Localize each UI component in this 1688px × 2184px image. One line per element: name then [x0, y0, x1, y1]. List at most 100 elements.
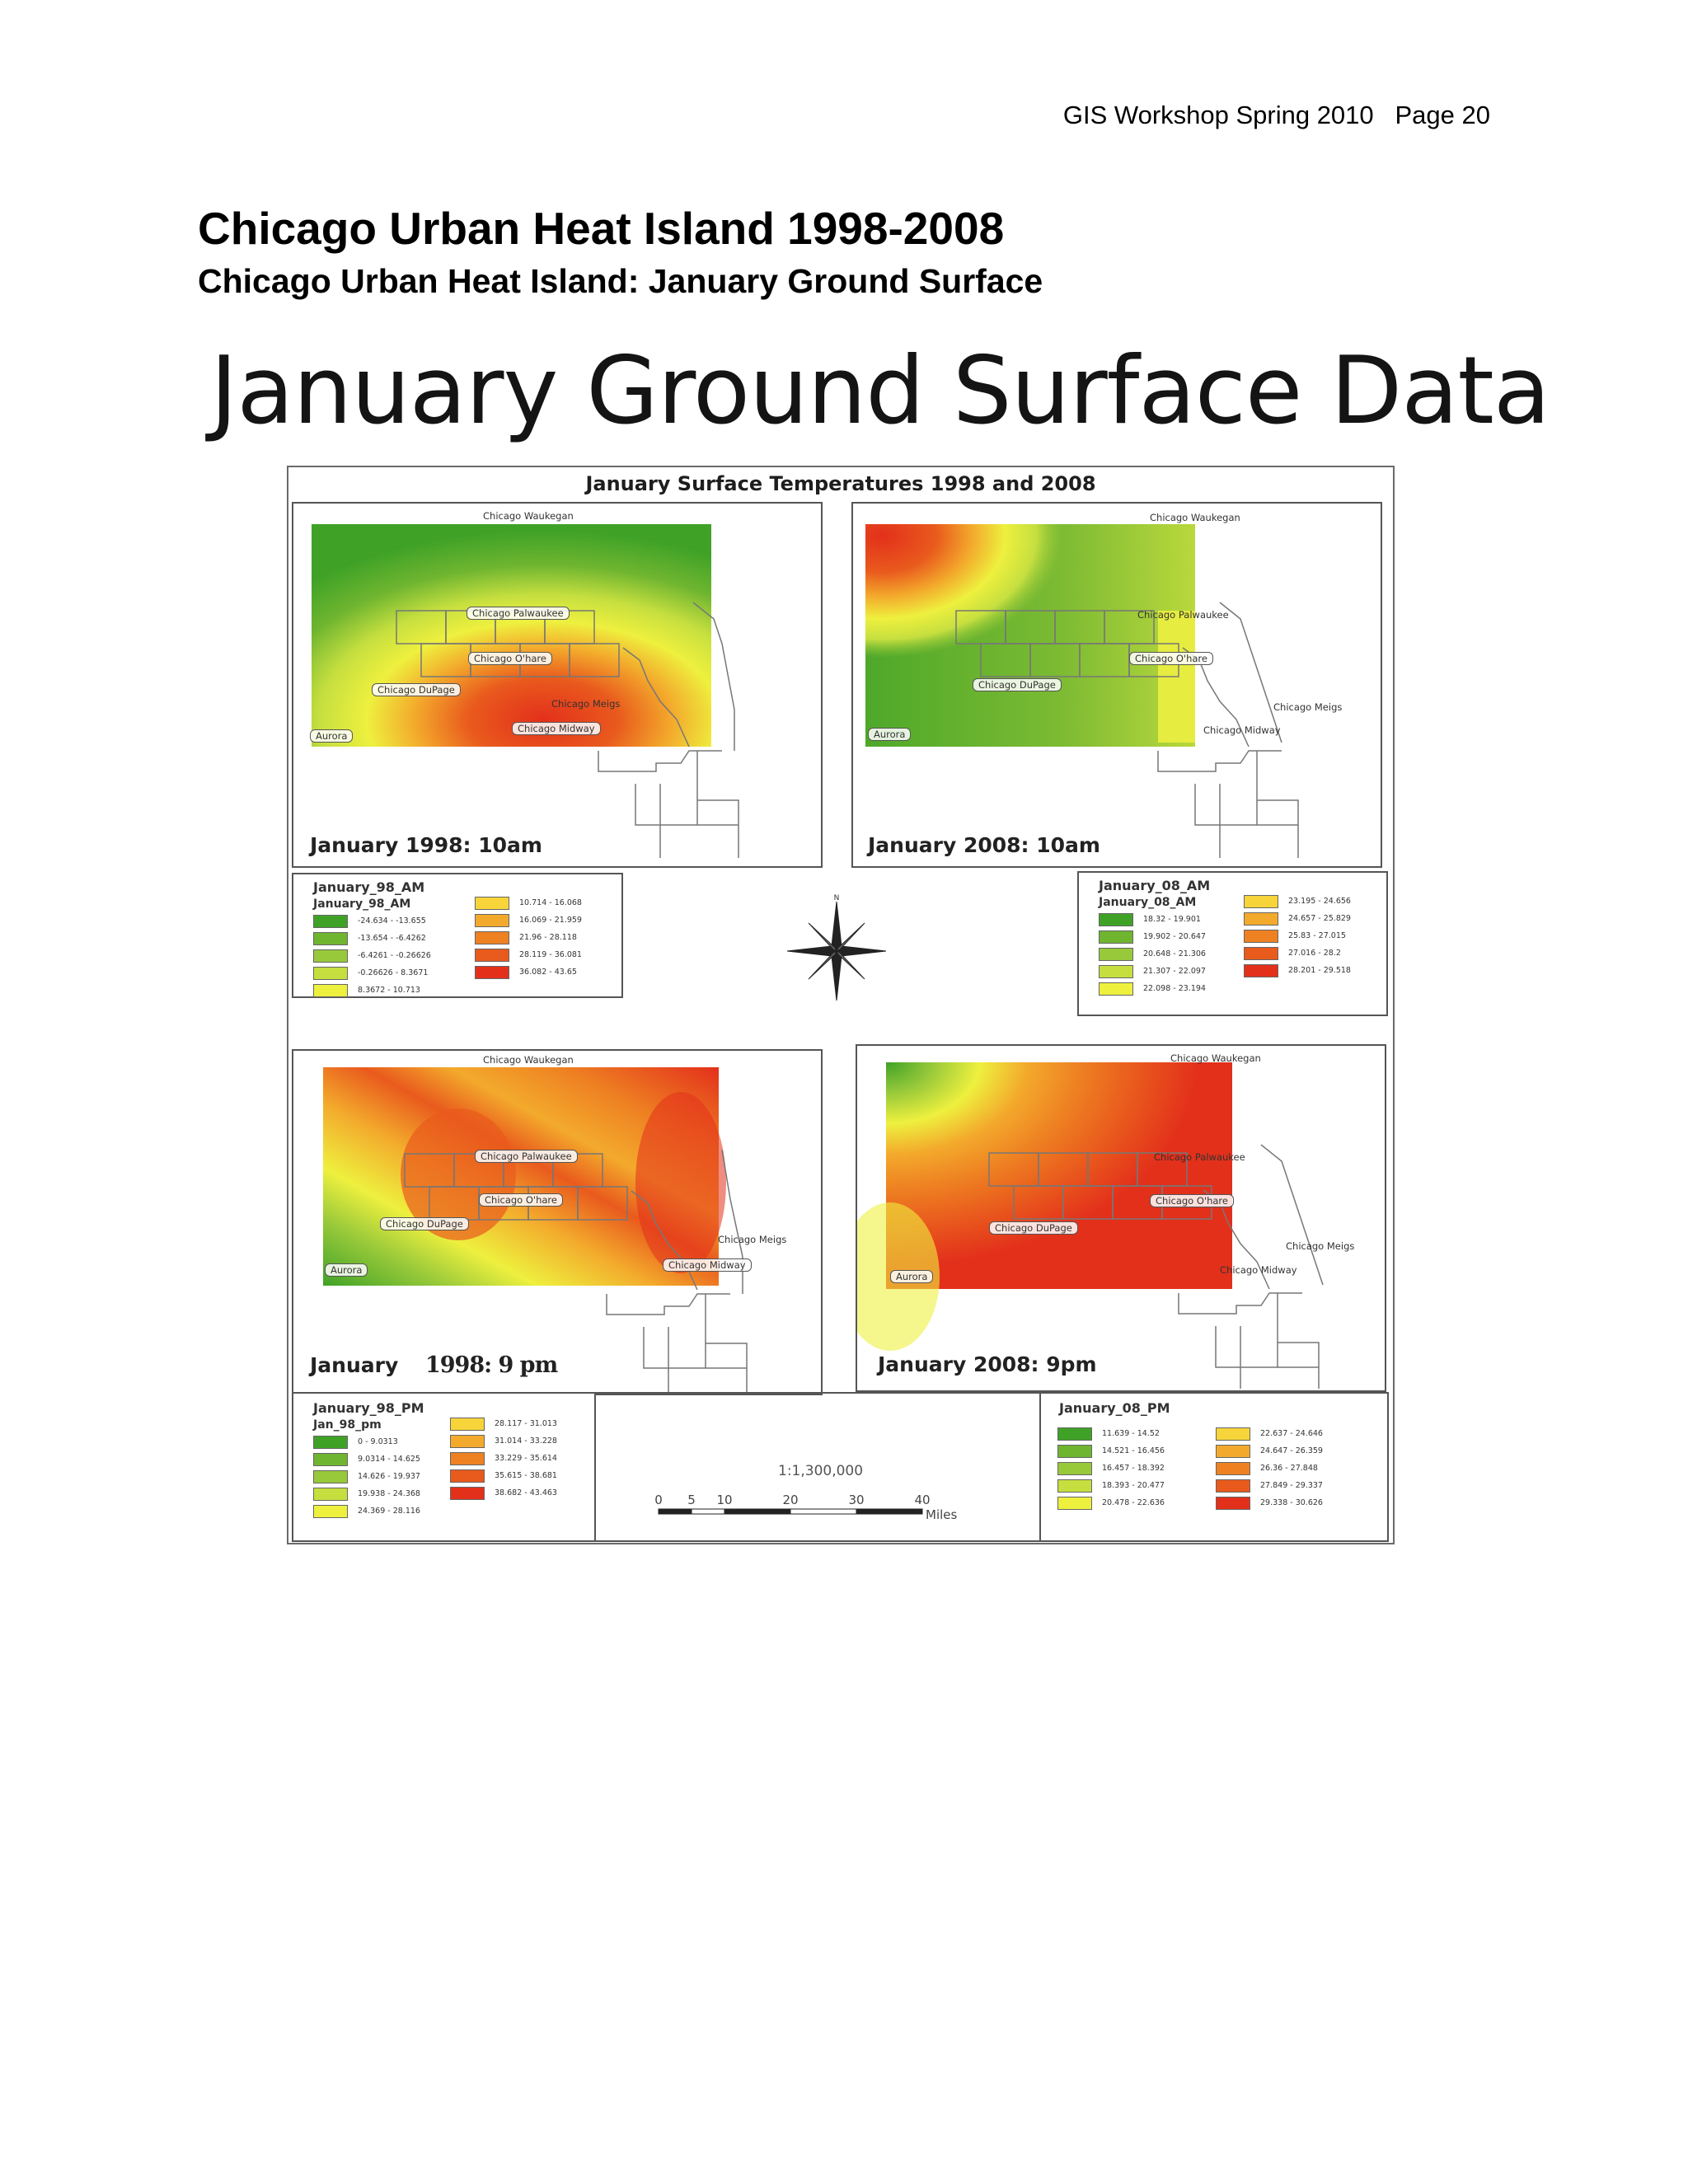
place-label-waukegan: Chicago Waukegan: [483, 1054, 574, 1066]
legend-item-label: 28.119 - 36.081: [519, 950, 582, 959]
legend-swatch: [1099, 947, 1133, 961]
legend-title: January_08_AM: [1099, 878, 1211, 893]
legend-item-label: 0 - 9.0313: [358, 1437, 398, 1446]
place-label-aurora: Aurora: [868, 728, 912, 741]
place-label-aurora: Aurora: [325, 1263, 368, 1277]
legend-column: -24.634 - -13.655 -13.654 - -6.4262 -6.426…: [313, 912, 431, 999]
legend-swatch: [1216, 1461, 1250, 1475]
place-label-palwaukee: Chicago Palwaukee: [1137, 609, 1229, 621]
legend-item: 16.069 - 21.959: [475, 912, 582, 929]
legend-item: 21.307 - 22.097: [1099, 963, 1206, 980]
legend-item: 22.637 - 24.646: [1216, 1425, 1323, 1442]
legend-item-label: 21.307 - 22.097: [1143, 967, 1206, 976]
legend-swatch: [1057, 1444, 1092, 1458]
legend-january-08-am: January_08_AM January_08_AM 18.32 - 19.9…: [1077, 871, 1388, 1016]
legend-item: 35.615 - 38.681: [450, 1467, 557, 1484]
legend-item: -24.634 - -13.655: [313, 912, 431, 930]
map-january-1998-9pm: Chicago Waukegan Chicago Palwaukee Chica…: [292, 1049, 823, 1395]
place-label-palwaukee: Chicago Palwaukee: [467, 607, 570, 620]
legend-swatch: [475, 965, 509, 979]
scale-tick-label: 30: [848, 1493, 864, 1507]
legend-item: 18.32 - 19.901: [1099, 911, 1206, 928]
legend-title: January_98_AM: [313, 879, 425, 895]
legend-item: 9.0314 - 14.625: [313, 1451, 420, 1468]
legend-swatch: [1099, 982, 1133, 996]
legend-swatch: [450, 1486, 485, 1500]
page-header: GIS Workshop Spring 2010 Page 20: [1062, 101, 1490, 129]
legend-item: 14.521 - 16.456: [1057, 1442, 1165, 1460]
legend-item-label: 33.229 - 35.614: [495, 1454, 557, 1463]
legend-item: 10.714 - 16.068: [475, 894, 582, 912]
scale-segment: [856, 1508, 923, 1515]
scale-ratio: 1:1,300,000: [778, 1463, 864, 1479]
legend-swatch: [1099, 912, 1133, 926]
legend-item-label: 24.657 - 25.829: [1288, 914, 1351, 923]
place-label-aurora: Aurora: [310, 729, 354, 743]
legend-item-label: -13.654 - -6.4262: [358, 934, 426, 943]
legend-item: 31.014 - 33.228: [450, 1432, 557, 1450]
legend-item: 11.639 - 14.52: [1057, 1425, 1165, 1442]
legend-item-label: 11.639 - 14.52: [1102, 1429, 1160, 1438]
place-label-ohare: Chicago O'hare: [1150, 1194, 1234, 1207]
scale-tick-label: 0: [654, 1493, 663, 1507]
place-label-ohare: Chicago O'hare: [468, 652, 552, 665]
legend-january-08-pm: January_08_PM 11.639 - 14.52 14.521 - 16.…: [1039, 1392, 1389, 1542]
legend-item: 27.849 - 29.337: [1216, 1477, 1323, 1494]
legend-item: 28.117 - 31.013: [450, 1415, 557, 1432]
legend-item: 20.648 - 21.306: [1099, 945, 1206, 963]
place-label-meigs: Chicago Meigs: [718, 1234, 787, 1245]
place-label-midway: Chicago Midway: [512, 722, 601, 735]
legend-column: 28.117 - 31.013 31.014 - 33.228 33.229 - 3…: [450, 1415, 557, 1502]
legend-item: 19.938 - 24.368: [313, 1485, 420, 1502]
map-january-1998-10am: Chicago Waukegan Chicago Palwaukee Chica…: [292, 502, 823, 868]
legend-item-label: 24.647 - 26.359: [1260, 1446, 1323, 1455]
place-label-palwaukee: Chicago Palwaukee: [475, 1150, 578, 1163]
scale-tick-label: 20: [782, 1493, 798, 1507]
place-label-ohare: Chicago O'hare: [479, 1193, 563, 1207]
scale-segment: [724, 1508, 791, 1515]
place-label-midway: Chicago Midway: [1203, 724, 1281, 736]
legend-item: 16.457 - 18.392: [1057, 1460, 1165, 1477]
place-label-palwaukee: Chicago Palwaukee: [1154, 1151, 1245, 1163]
place-label-meigs: Chicago Meigs: [1273, 701, 1343, 713]
legend-january-98-am: January_98_AM January_98_AM -24.634 - -1…: [292, 873, 623, 998]
legend-swatch: [1244, 946, 1278, 960]
legend-swatch: [1057, 1427, 1092, 1441]
legend-swatch: [313, 914, 348, 928]
legend-swatch: [1216, 1444, 1250, 1458]
document-title: Chicago Urban Heat Island 1998-2008: [198, 203, 1005, 254]
legend-item: 25.83 - 27.015: [1244, 927, 1351, 944]
legend-item: 27.016 - 28.2: [1244, 944, 1351, 962]
legend-item-label: 29.338 - 30.626: [1260, 1498, 1323, 1507]
legend-swatch: [313, 983, 348, 997]
legend-item-label: 16.457 - 18.392: [1102, 1464, 1165, 1473]
legend-item: 18.393 - 20.477: [1057, 1477, 1165, 1494]
legend-swatch: [313, 1504, 348, 1518]
slide-title: January Ground Surface Data: [210, 336, 1550, 445]
legend-swatch: [450, 1417, 485, 1431]
heat-map-2008-pm: [857, 1062, 1324, 1389]
legend-column: 18.32 - 19.901 19.902 - 20.647 20.648 - 21…: [1099, 911, 1206, 997]
legend-item-label: 25.83 - 27.015: [1288, 931, 1346, 940]
scale-segment: [658, 1508, 692, 1515]
legend-title: January_98_PM: [313, 1400, 424, 1416]
legend-item-label: -6.4261 - -0.26626: [358, 951, 431, 960]
legend-item-label: 38.682 - 43.463: [495, 1488, 557, 1497]
legend-swatch: [450, 1469, 485, 1483]
legend-swatch: [475, 930, 509, 944]
legend-column: 11.639 - 14.52 14.521 - 16.456 16.457 - 18…: [1057, 1425, 1165, 1511]
legend-swatch: [450, 1434, 485, 1448]
place-label-dupage: Chicago DuPage: [372, 683, 461, 696]
legend-swatch: [313, 1487, 348, 1501]
legend-item: -0.26626 - 8.3671: [313, 964, 431, 982]
legend-item: -6.4261 - -0.26626: [313, 947, 431, 964]
legend-subtitle: January_98_AM: [313, 898, 411, 911]
place-label-midway: Chicago Midway: [1220, 1264, 1297, 1276]
legend-item: 24.369 - 28.116: [313, 1502, 420, 1520]
legend-title: January_08_PM: [1059, 1400, 1170, 1416]
legend-swatch: [313, 1435, 348, 1449]
legend-item: 38.682 - 43.463: [450, 1484, 557, 1502]
heat-island-figure: January Surface Temperatures 1998 and 20…: [287, 466, 1395, 1544]
legend-item: 20.478 - 22.636: [1057, 1494, 1165, 1511]
heat-map-2008-am: [865, 524, 1299, 858]
